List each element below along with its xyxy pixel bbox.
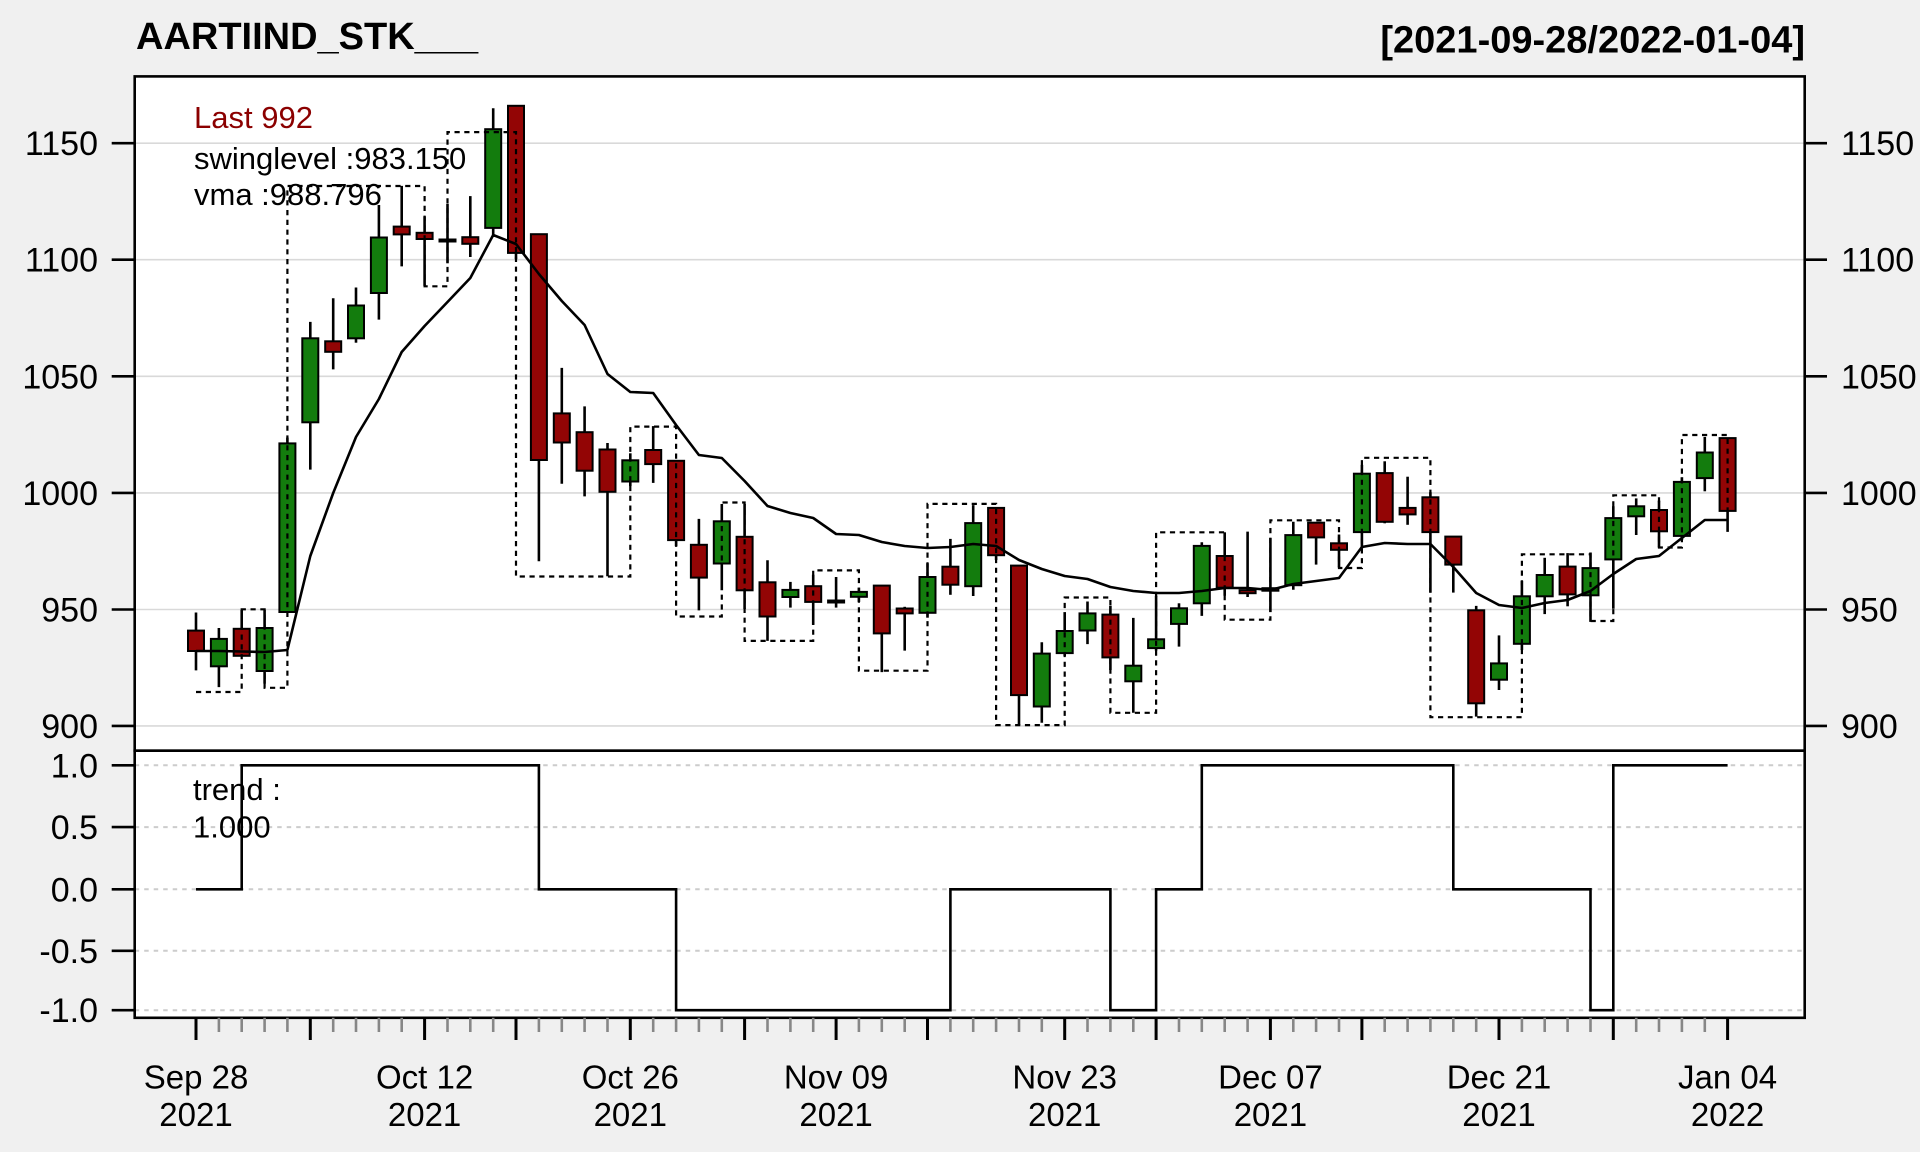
svg-text:Sep 28: Sep 28 (144, 1059, 249, 1096)
svg-text:1000: 1000 (1841, 475, 1917, 513)
svg-text:950: 950 (41, 592, 98, 630)
svg-text:1050: 1050 (1841, 358, 1917, 396)
svg-text:2021: 2021 (1462, 1096, 1535, 1133)
svg-text:Nov 09: Nov 09 (784, 1059, 889, 1096)
svg-text:Nov 23: Nov 23 (1012, 1059, 1117, 1096)
svg-text:900: 900 (1841, 708, 1898, 746)
svg-text:AARTIIND_STK___: AARTIIND_STK___ (136, 16, 479, 58)
svg-text:2021: 2021 (388, 1096, 461, 1133)
svg-text:Last 992: Last 992 (194, 100, 313, 135)
svg-text:1050: 1050 (22, 358, 98, 396)
svg-text:2021: 2021 (1234, 1096, 1307, 1133)
svg-text:1100: 1100 (1841, 242, 1914, 280)
svg-text:2021: 2021 (594, 1096, 667, 1133)
svg-text:trend :: trend : (193, 772, 281, 807)
svg-text:Dec 07: Dec 07 (1218, 1059, 1323, 1096)
svg-text:swinglevel :983.150: swinglevel :983.150 (194, 141, 466, 176)
svg-text:1000: 1000 (22, 475, 98, 513)
svg-text:2021: 2021 (799, 1096, 872, 1133)
svg-text:vma :988.796: vma :988.796 (194, 177, 382, 212)
svg-text:[2021-09-28/2022-01-04]: [2021-09-28/2022-01-04] (1380, 20, 1805, 62)
svg-text:Jan 04: Jan 04 (1678, 1059, 1777, 1096)
svg-text:-0.5: -0.5 (39, 933, 98, 971)
svg-text:Dec 21: Dec 21 (1447, 1059, 1552, 1096)
svg-text:Oct 12: Oct 12 (376, 1059, 473, 1096)
svg-text:2021: 2021 (1028, 1096, 1101, 1133)
svg-text:2021: 2021 (159, 1096, 232, 1133)
svg-text:1150: 1150 (1841, 125, 1914, 163)
svg-text:950: 950 (1841, 592, 1898, 630)
svg-text:0.5: 0.5 (51, 809, 98, 847)
svg-text:1150: 1150 (25, 125, 98, 163)
svg-text:Oct 26: Oct 26 (582, 1059, 679, 1096)
svg-text:1.000: 1.000 (193, 810, 271, 845)
svg-text:900: 900 (41, 708, 98, 746)
svg-text:1100: 1100 (25, 242, 98, 280)
svg-text:2022: 2022 (1691, 1096, 1764, 1133)
svg-text:0.0: 0.0 (51, 871, 98, 909)
svg-text:1.0: 1.0 (51, 747, 98, 785)
svg-text:-1.0: -1.0 (39, 992, 98, 1030)
